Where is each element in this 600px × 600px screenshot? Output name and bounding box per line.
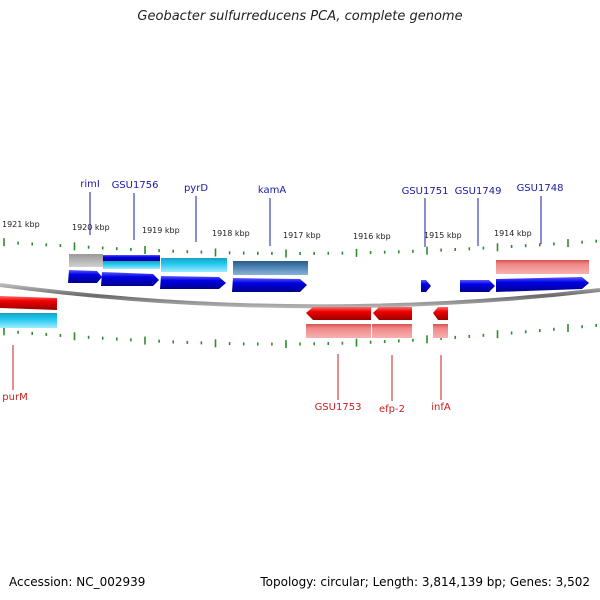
feature-GSU1756-b[interactable]: [103, 261, 160, 269]
scale-labels: 1921 kbp 1920 kbp 1919 kbp 1918 kbp 1917…: [2, 220, 532, 241]
gene-arrow-GSU1753[interactable]: [306, 307, 371, 320]
gene-arrow-GSU1756[interactable]: [101, 272, 159, 286]
feature-kamA[interactable]: [233, 261, 308, 275]
gene-label-rimI[interactable]: rimI: [80, 179, 100, 190]
feature-rimI[interactable]: [69, 254, 103, 267]
gene-arrow-infA[interactable]: [433, 307, 448, 320]
gene-label-GSU1756[interactable]: GSU1756: [112, 180, 159, 191]
gene-label-GSU1753[interactable]: GSU1753: [315, 402, 362, 413]
genome-backbone: [0, 283, 600, 309]
genome-summary-text: Topology: circular; Length: 3,814,139 bp…: [260, 575, 590, 589]
gene-label-infA[interactable]: infA: [431, 402, 451, 413]
lower-gene-labels: purM GSU1753 efp-2 infA: [2, 392, 451, 415]
scale-label-1914: 1914 kbp: [494, 229, 532, 238]
gene-arrow-rimI[interactable]: [68, 270, 102, 283]
scale-label-1917: 1917 kbp: [283, 231, 321, 240]
feature-pyrD[interactable]: [161, 258, 227, 272]
scale-label-1919: 1919 kbp: [142, 226, 180, 235]
feature-infA[interactable]: [433, 324, 448, 338]
reverse-gene-arrows: [0, 296, 448, 320]
feature-GSU1753[interactable]: [306, 324, 371, 338]
gene-label-GSU1751[interactable]: GSU1751: [402, 186, 449, 197]
gene-label-GSU1748[interactable]: GSU1748: [517, 183, 564, 194]
feature-efp-2[interactable]: [372, 324, 412, 338]
map-title: Geobacter sulfurreducens PCA, complete g…: [137, 9, 463, 24]
scale-label-1915: 1915 kbp: [424, 231, 462, 240]
forward-gene-arrows: [68, 270, 589, 292]
upper-tick-row: [3, 238, 598, 258]
upper-leader-lines: [89, 192, 542, 247]
gene-arrow-GSU1749[interactable]: [460, 280, 495, 292]
gene-arrow-purM[interactable]: [0, 296, 57, 310]
gene-arrow-GSU1748[interactable]: [496, 277, 589, 292]
scale-label-1920: 1920 kbp: [72, 223, 110, 232]
scale-label-1916: 1916 kbp: [353, 232, 391, 241]
gene-label-pyrD[interactable]: pyrD: [184, 183, 208, 194]
gene-arrow-kamA[interactable]: [232, 278, 307, 292]
upper-gene-labels: rimI GSU1756 pyrD kamA GSU1751 GSU1749 G…: [80, 179, 563, 197]
lower-leader-lines: [12, 345, 442, 401]
gene-label-purM[interactable]: purM: [2, 392, 27, 403]
scale-label-1921: 1921 kbp: [2, 220, 40, 229]
gene-label-efp-2[interactable]: efp-2: [379, 404, 405, 415]
feature-GSU1748[interactable]: [496, 260, 589, 274]
scale-label-1918: 1918 kbp: [212, 229, 250, 238]
gene-label-kamA[interactable]: kamA: [258, 185, 286, 196]
upper-feature-track: [69, 254, 589, 275]
accession-text: Accession: NC_002939: [9, 575, 146, 589]
feature-GSU1756-a[interactable]: [103, 255, 160, 261]
gene-label-GSU1749[interactable]: GSU1749: [455, 186, 502, 197]
gene-arrow-efp-2[interactable]: [373, 307, 412, 320]
lower-tick-row: [3, 323, 598, 349]
gene-arrow-pyrD[interactable]: [160, 276, 226, 289]
gene-arrow-GSU1751[interactable]: [421, 280, 431, 292]
lower-feature-track: [0, 313, 448, 338]
feature-purM[interactable]: [0, 313, 57, 328]
